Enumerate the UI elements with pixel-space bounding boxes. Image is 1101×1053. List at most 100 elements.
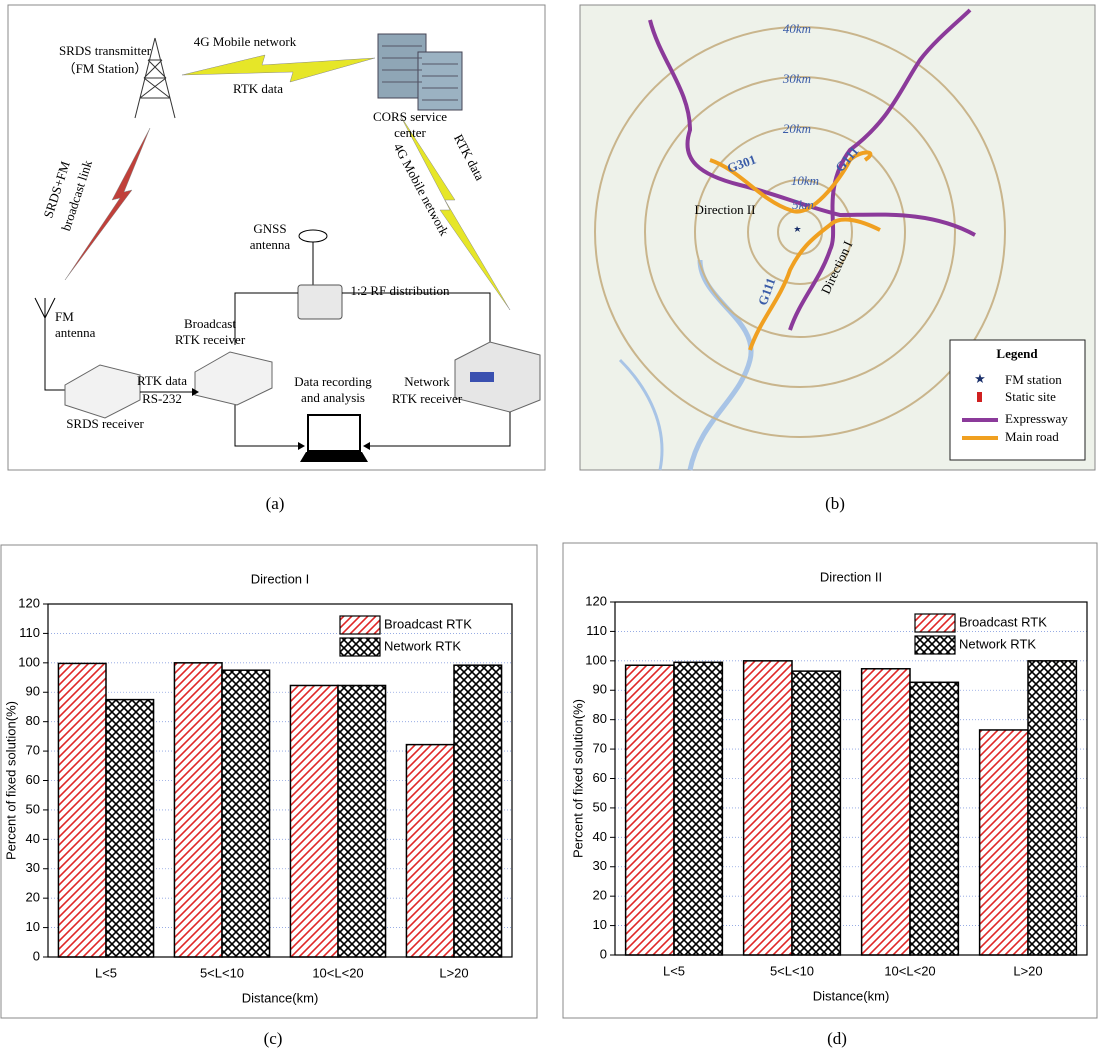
splitter-icon [298,285,342,319]
y-tick-label: 120 [585,593,607,608]
x-tick-label: L<5 [663,963,685,978]
y-tick-label: 110 [586,623,607,638]
x-axis-label: Distance(km) [242,990,319,1005]
legend-title: Legend [996,346,1038,361]
y-tick-label: 70 [593,741,607,756]
legend-swatch [915,636,955,654]
y-tick-label: 100 [585,652,607,667]
y-tick-label: 50 [593,799,607,814]
legend-label: Broadcast RTK [384,616,472,631]
y-tick-label: 0 [600,946,607,961]
legend-label: FM station [1005,372,1062,387]
panel-caption: (c) [264,1029,283,1048]
laptop-icon [308,415,360,451]
label: SRDS receiver [66,416,144,431]
bar [910,682,958,955]
legend-icon [977,392,982,402]
x-tick-label: L>20 [439,965,468,980]
legend-swatch [915,614,955,632]
label: CORS service [373,109,447,124]
y-tick-label: 20 [26,890,40,905]
bar [792,671,840,955]
label: 4G Mobile network [194,34,297,49]
y-tick-label: 60 [26,772,40,787]
label: Data recording [294,374,372,389]
legend-label: Network RTK [959,636,1036,651]
label: center [394,125,426,140]
legend-label: Expressway [1005,411,1068,426]
ring-label: 40km [783,21,811,36]
system-diagram: SRDS transmitter （FM Station） 4G Mobile … [8,5,545,470]
chart-title: Direction I [251,571,310,586]
bar [174,663,222,957]
label: RTK receiver [392,391,463,406]
bar [222,670,270,957]
bar [626,665,674,955]
charts: Direction I0102030405060708090100110120L… [3,569,1087,1005]
y-tick-label: 120 [18,595,40,610]
bar [862,669,910,955]
y-tick-label: 60 [593,770,607,785]
legend-label: Broadcast RTK [959,614,1047,629]
ring-label: 20km [783,121,811,136]
x-tick-label: L>20 [1013,963,1042,978]
bar [1028,661,1076,955]
x-tick-label: 5<L<10 [200,965,244,980]
label: Broadcast [184,316,236,331]
y-tick-label: 0 [33,948,40,963]
label: RTK data [137,373,187,388]
legend-label: Static site [1005,389,1056,404]
y-axis-label: Percent of fixed solution(%) [570,699,585,858]
label: FM [55,309,74,324]
bar [58,663,106,957]
label: Network [404,374,450,389]
panel-caption: (a) [266,494,285,513]
y-tick-label: 50 [26,801,40,816]
bar [106,700,154,957]
x-tick-label: 5<L<10 [770,963,814,978]
y-tick-label: 20 [593,888,607,903]
label: and analysis [301,390,365,405]
label: GNSS [253,221,286,236]
bar [338,685,386,957]
legend-swatch [340,616,380,634]
bar [980,730,1028,955]
y-tick-label: 40 [26,831,40,846]
label: SRDS transmitter [59,43,152,58]
bar [744,661,792,955]
x-tick-label: 10<L<20 [312,965,363,980]
ring-label: 30km [782,71,811,86]
legend-label: Network RTK [384,638,461,653]
y-tick-label: 100 [18,654,40,669]
y-axis-label: Percent of fixed solution(%) [3,701,18,860]
display-icon [470,372,494,382]
x-tick-label: L<5 [95,965,117,980]
figure: SRDS transmitter （FM Station） 4G Mobile … [0,0,1101,1053]
panel-caption: (d) [827,1029,847,1048]
direction-label: Direction II [694,202,755,217]
y-tick-label: 70 [26,743,40,758]
y-tick-label: 40 [593,829,607,844]
y-tick-label: 90 [26,684,40,699]
label: （FM Station） [63,61,148,76]
chart-title: Direction II [820,569,882,584]
legend-swatch [340,638,380,656]
label: antenna [55,325,96,340]
legend-label: Main road [1005,429,1059,444]
y-tick-label: 80 [593,711,607,726]
y-tick-label: 110 [19,625,40,640]
y-tick-label: 10 [26,919,40,934]
y-tick-label: 30 [593,858,607,873]
bar [674,662,722,955]
x-axis-label: Distance(km) [813,988,890,1003]
y-tick-label: 80 [26,713,40,728]
legend-icon: ★ [974,371,986,386]
bar [406,745,454,957]
map: 40km 30km 20km 10km 5km G301 G111 G111 D… [580,5,1095,470]
label: antenna [250,237,291,252]
y-tick-label: 10 [593,917,607,932]
bar [454,665,502,957]
bar [290,685,338,957]
y-tick-label: 30 [26,860,40,875]
panel-caption: (b) [825,494,845,513]
